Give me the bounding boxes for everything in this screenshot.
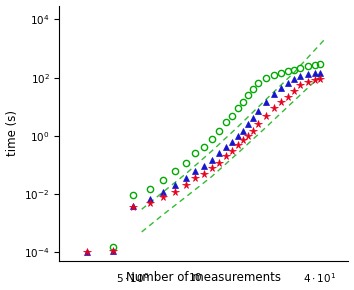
Text: $10$: $10$ (188, 271, 202, 283)
Text: $5 \cdot 10^0$: $5 \cdot 10^0$ (116, 271, 150, 285)
Text: $4 \cdot 10^1$: $4 \cdot 10^1$ (303, 271, 336, 285)
Y-axis label: time (s): time (s) (6, 110, 18, 156)
X-axis label: Number of measurements: Number of measurements (126, 271, 281, 284)
